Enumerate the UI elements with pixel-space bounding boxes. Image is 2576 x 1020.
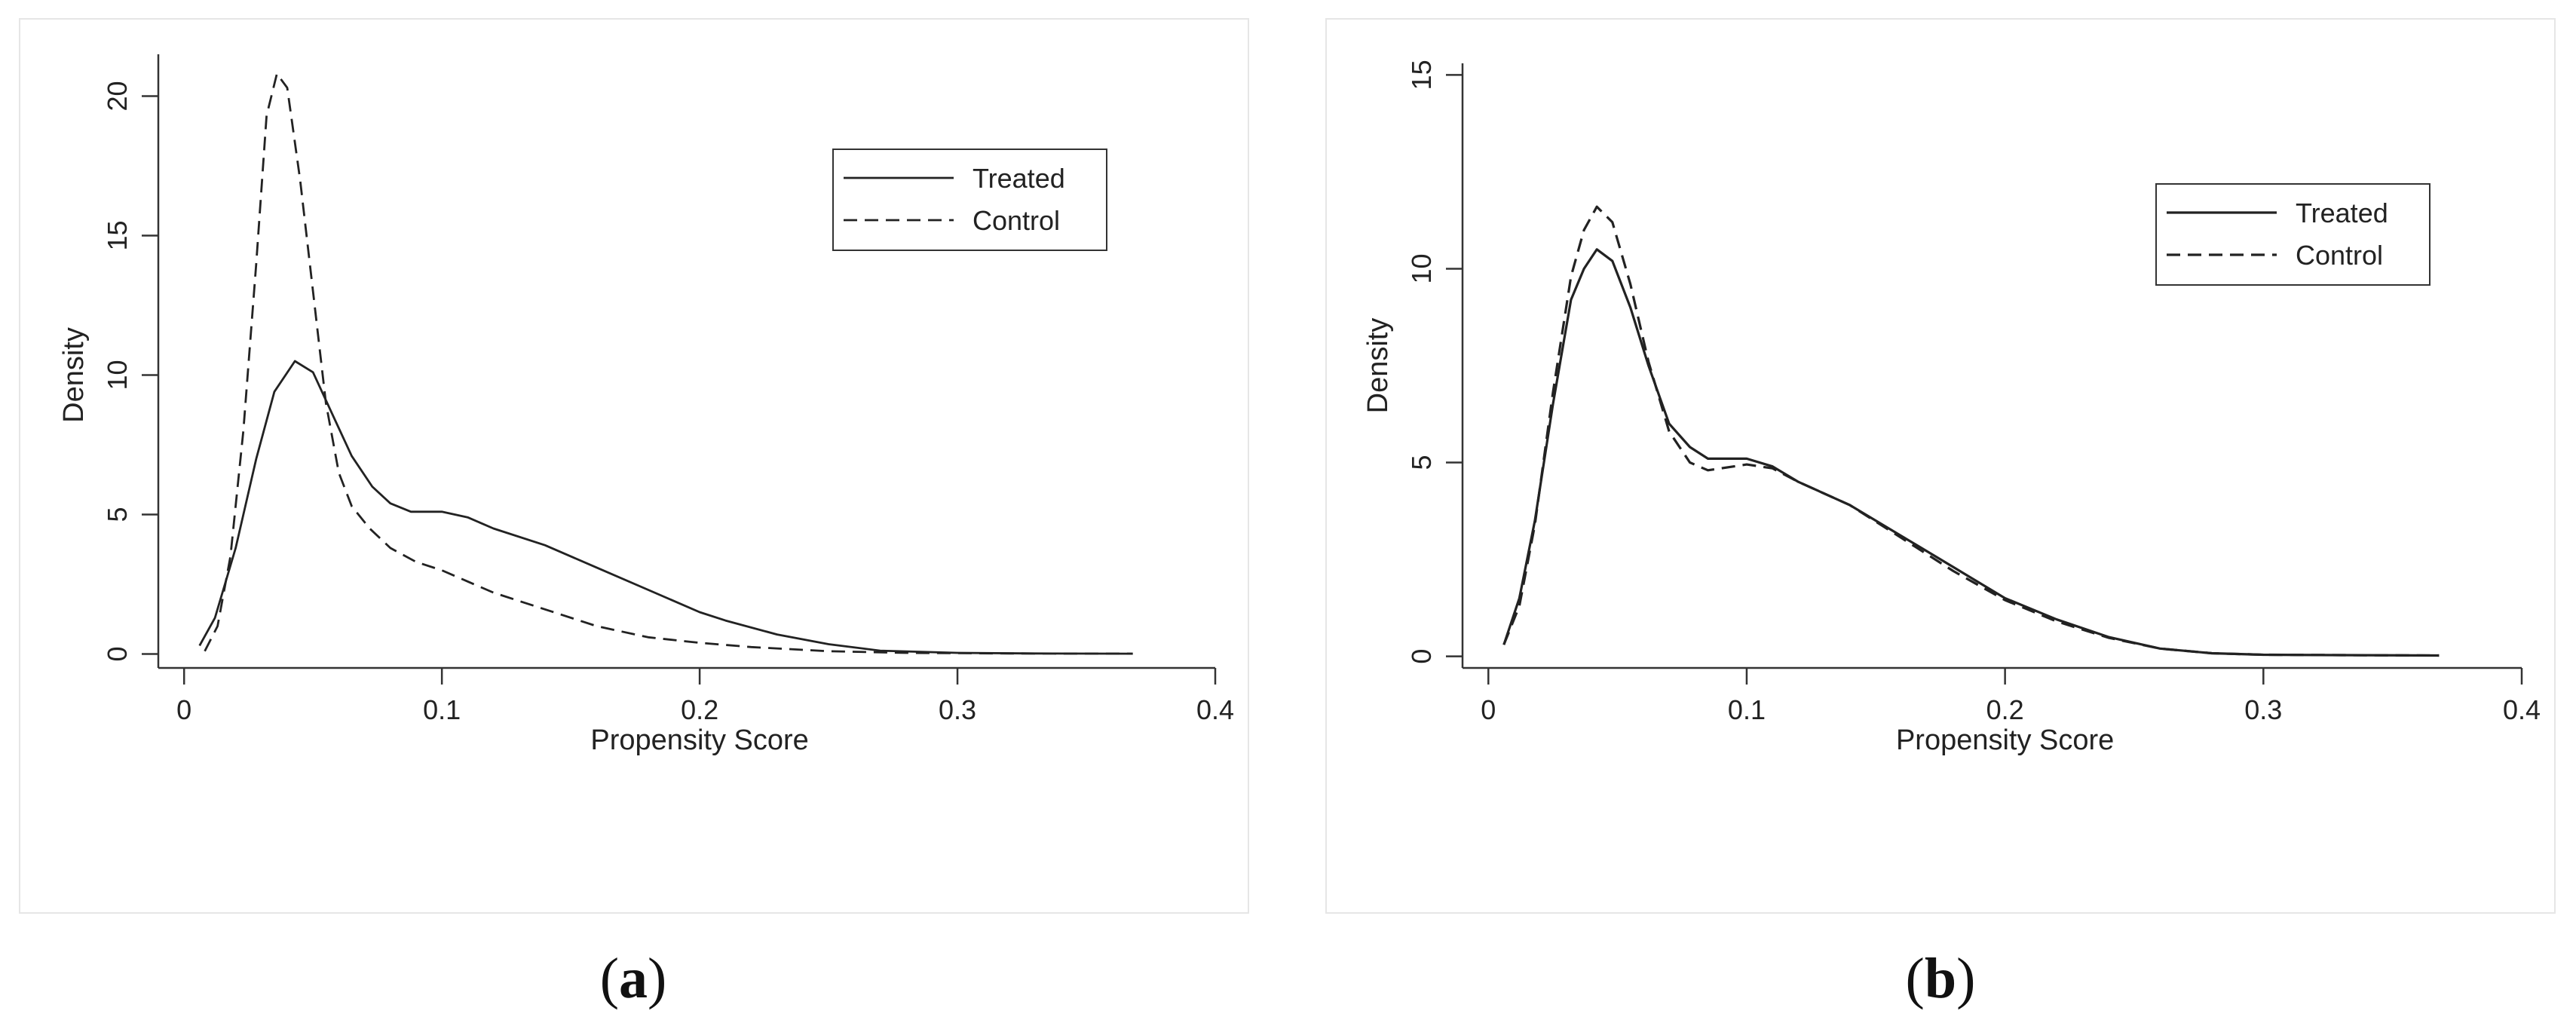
series-line-treated	[1502, 248, 2440, 657]
caption-letter-b: b	[1924, 947, 1957, 1010]
y-tick-label: 5	[1406, 455, 1437, 470]
series-line-control	[1502, 205, 2440, 657]
legend-box	[2155, 183, 2431, 286]
x-tick-label: 0.2	[1986, 694, 2024, 725]
legend-label-treated: Treated	[973, 163, 1065, 194]
chart-panel-b: 0 0.1 0.2 0.3 0.4 0 5 10 15 Propensity Score Densi…	[1325, 18, 2556, 914]
y-tick-label: 0	[102, 646, 133, 661]
y-axis-label: Density	[58, 327, 90, 423]
x-tick-label: 0.1	[1728, 694, 1766, 725]
x-tick-label: 0	[1481, 694, 1496, 725]
legend-label-treated: Treated	[2296, 198, 2388, 228]
legend-box	[832, 149, 1107, 251]
x-tick-label: 0.1	[423, 694, 461, 725]
x-tick-label: 0.2	[681, 694, 718, 725]
x-tick-label: 0.3	[2244, 694, 2282, 725]
x-tick-label: 0.4	[2503, 694, 2541, 725]
y-tick-label: 10	[102, 360, 133, 390]
y-tick-label: 20	[102, 81, 133, 111]
y-tick-label: 5	[102, 507, 133, 522]
chart-panel-a: 0 0.1 0.2 0.3 0.4 0 5 10 15 20 Propensity Score Den…	[19, 18, 1249, 914]
y-tick-label: 15	[102, 220, 133, 250]
caption-a: (a)	[599, 947, 667, 1010]
caption-b: (b)	[1905, 947, 1976, 1010]
y-axis-label: Density	[1362, 318, 1394, 414]
legend-label-control: Control	[2296, 240, 2383, 271]
density-chart-a: 0 0.1 0.2 0.3 0.4 0 5 10 15 20 Propensity Score Den…	[58, 54, 1234, 756]
x-tick-label: 0	[176, 694, 191, 725]
density-chart-b: 0 0.1 0.2 0.3 0.4 0 5 10 15 Propensity Score Densi…	[1362, 60, 2541, 756]
x-axis-label: Propensity Score	[1896, 724, 2114, 756]
y-tick-label: 0	[1406, 649, 1437, 664]
caption-letter-a: a	[619, 947, 648, 1010]
series-line-treated	[198, 360, 1133, 655]
legend-label-control: Control	[973, 205, 1060, 236]
x-axis-label: Propensity Score	[590, 724, 808, 756]
y-tick-label: 15	[1406, 60, 1437, 90]
x-tick-label: 0.4	[1196, 694, 1234, 725]
x-tick-label: 0.3	[939, 694, 976, 725]
series-line-control	[204, 72, 1133, 655]
y-tick-label: 10	[1406, 253, 1437, 283]
